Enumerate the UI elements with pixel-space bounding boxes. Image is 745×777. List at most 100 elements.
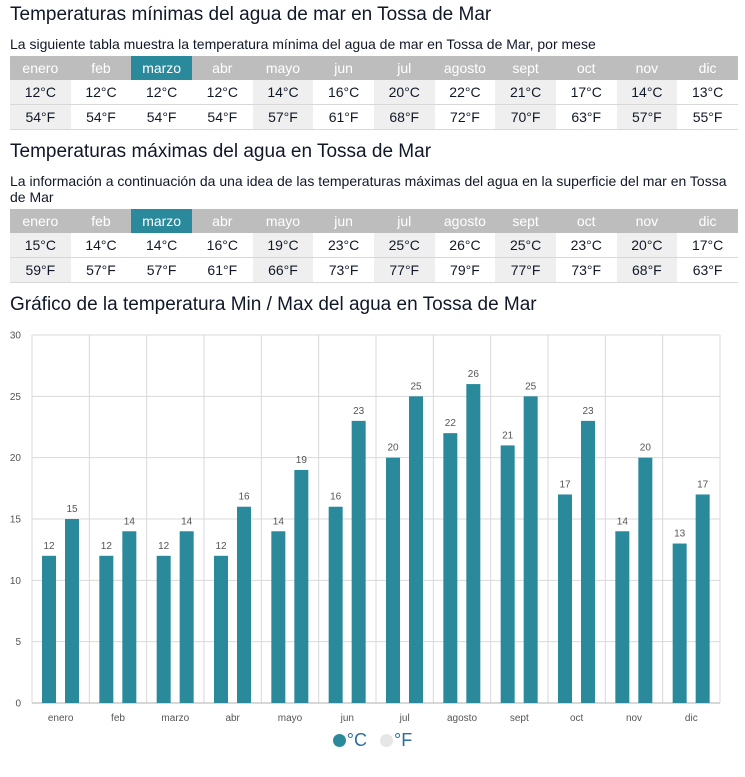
fahrenheit-cell-jul: 77°F xyxy=(373,257,435,283)
bar-value-label: 25 xyxy=(410,381,422,392)
month-header-mayo[interactable]: mayo xyxy=(252,56,314,80)
month-header-sept[interactable]: sept xyxy=(495,209,556,233)
month-header-sept[interactable]: sept xyxy=(495,56,556,80)
month-header-enero[interactable]: enero xyxy=(10,209,71,233)
celsius-cell-agosto: 26°C xyxy=(434,233,496,258)
bar-value-label: 23 xyxy=(582,406,594,417)
x-tick-label: mayo xyxy=(278,713,303,724)
bar-jul-min xyxy=(386,457,400,703)
fahrenheit-cell-abr: 61°F xyxy=(191,257,253,283)
month-header-feb[interactable]: feb xyxy=(70,209,132,233)
bar-jul-max xyxy=(409,396,423,703)
month-header-jul[interactable]: jul xyxy=(373,209,435,233)
bar-value-label: 25 xyxy=(525,381,537,392)
x-tick-label: marzo xyxy=(161,713,189,724)
month-header-abr[interactable]: abr xyxy=(191,209,253,233)
bar-value-label: 14 xyxy=(273,516,285,527)
fahrenheit-cell-dic: 63°F xyxy=(677,257,738,283)
month-header-agosto[interactable]: agosto xyxy=(434,209,496,233)
fahrenheit-cell-sept: 70°F xyxy=(495,104,556,130)
y-tick-label: 0 xyxy=(15,699,21,710)
celsius-cell-feb: 12°C xyxy=(70,80,132,105)
month-header-row: enero feb marzo abr mayo jun jul agosto sept oct n… xyxy=(10,56,738,80)
celsius-cell-oct: 17°C xyxy=(555,80,617,105)
celsius-cell-jul: 20°C xyxy=(373,80,435,105)
max-section-intro: La información a continuación da una ide… xyxy=(10,173,727,205)
month-header-dic[interactable]: dic xyxy=(677,209,738,233)
bar-value-label: 23 xyxy=(353,406,365,417)
celsius-cell-jul: 25°C xyxy=(373,233,435,258)
celsius-cell-dic: 13°C xyxy=(677,80,738,105)
month-header-abr[interactable]: abr xyxy=(191,56,253,80)
bar-marzo-max xyxy=(179,531,194,703)
month-header-enero[interactable]: enero xyxy=(10,56,71,80)
x-tick-label: nov xyxy=(626,713,642,724)
y-tick-label: 5 xyxy=(15,637,21,648)
bar-value-label: 12 xyxy=(101,541,113,552)
celsius-cell-marzo: 14°C xyxy=(131,233,192,258)
fahrenheit-row: 59°F 57°F 57°F 61°F 66°F 73°F 77°F 79°F 77°F 73°F… xyxy=(10,257,738,283)
bar-sept-max xyxy=(523,396,538,703)
bar-feb-max xyxy=(122,531,137,703)
fahrenheit-cell-mayo: 57°F xyxy=(252,104,314,130)
x-tick-label: jul xyxy=(399,713,410,724)
month-header-nov[interactable]: nov xyxy=(616,209,678,233)
x-tick-label: dic xyxy=(685,713,698,724)
y-tick-label: 15 xyxy=(10,515,22,526)
y-tick-label: 20 xyxy=(10,453,22,464)
month-header-jun[interactable]: jun xyxy=(313,209,374,233)
x-tick-label: sept xyxy=(510,713,529,724)
bar-value-label: 17 xyxy=(559,479,571,490)
max-section-title: Temperaturas máximas del agua en Tossa d… xyxy=(10,141,432,162)
bar-dic-max xyxy=(695,494,710,703)
celsius-cell-mayo: 19°C xyxy=(252,233,314,258)
fahrenheit-row: 54°F 54°F 54°F 54°F 57°F 61°F 68°F 72°F 70°F 63°F… xyxy=(10,104,738,130)
bar-value-label: 14 xyxy=(124,516,136,527)
bar-value-label: 20 xyxy=(387,443,399,454)
x-tick-label: feb xyxy=(111,713,125,724)
month-header-dic[interactable]: dic xyxy=(677,56,738,80)
fahrenheit-cell-marzo: 57°F xyxy=(131,257,192,283)
min-section-title: Temperaturas mínimas del agua de mar en … xyxy=(10,4,492,25)
legend-dot-fahrenheit xyxy=(380,734,393,747)
legend-item-fahrenheit[interactable]: °F xyxy=(380,730,412,751)
x-tick-label: enero xyxy=(48,713,74,724)
bar-value-label: 17 xyxy=(697,479,709,490)
month-header-jun[interactable]: jun xyxy=(313,56,374,80)
bar-value-label: 15 xyxy=(66,504,78,515)
month-header-marzo[interactable]: marzo xyxy=(131,56,192,80)
month-header-feb[interactable]: feb xyxy=(70,56,132,80)
bar-jun-min xyxy=(328,506,343,703)
month-header-mayo[interactable]: mayo xyxy=(252,209,314,233)
temperature-bar-chart: 0 5 10 15 20 25 30 12 15 enero 12 14 feb 12 14 marzo 12 1… xyxy=(10,331,721,724)
min-temperature-table: enero feb marzo abr mayo jun jul agosto sept oct n… xyxy=(10,56,738,130)
month-header-agosto[interactable]: agosto xyxy=(434,56,496,80)
month-header-nov[interactable]: nov xyxy=(616,56,678,80)
fahrenheit-cell-feb: 57°F xyxy=(70,257,132,283)
fahrenheit-cell-agosto: 72°F xyxy=(434,104,496,130)
bar-nov-min xyxy=(615,531,630,703)
legend-label-celsius: °C xyxy=(346,730,367,750)
fahrenheit-cell-oct: 73°F xyxy=(555,257,617,283)
bar-feb-min xyxy=(99,555,114,703)
bar-marzo-min xyxy=(156,555,171,703)
legend-item-celsius[interactable]: °C xyxy=(332,730,367,751)
month-header-marzo[interactable]: marzo xyxy=(131,209,192,233)
month-header-jul[interactable]: jul xyxy=(373,56,435,80)
celsius-row: 15°C 14°C 14°C 16°C 19°C 23°C 25°C 26°C 25°C 23°C… xyxy=(10,233,738,258)
fahrenheit-cell-feb: 54°F xyxy=(70,104,132,130)
bar-value-label: 21 xyxy=(502,430,514,441)
fahrenheit-cell-oct: 63°F xyxy=(555,104,617,130)
month-header-oct[interactable]: oct xyxy=(555,209,617,233)
celsius-cell-oct: 23°C xyxy=(555,233,617,258)
month-header-oct[interactable]: oct xyxy=(555,56,617,80)
chart-title: Gráfico de la temperatura Min / Max del … xyxy=(10,294,537,315)
celsius-cell-jun: 16°C xyxy=(313,80,374,105)
bar-value-label: 14 xyxy=(181,516,193,527)
fahrenheit-cell-nov: 57°F xyxy=(616,104,678,130)
bar-value-label: 16 xyxy=(330,492,342,503)
bar-agosto-min xyxy=(443,433,458,703)
fahrenheit-cell-jun: 73°F xyxy=(313,257,374,283)
bar-oct-max xyxy=(581,420,595,703)
celsius-cell-nov: 14°C xyxy=(616,80,678,105)
